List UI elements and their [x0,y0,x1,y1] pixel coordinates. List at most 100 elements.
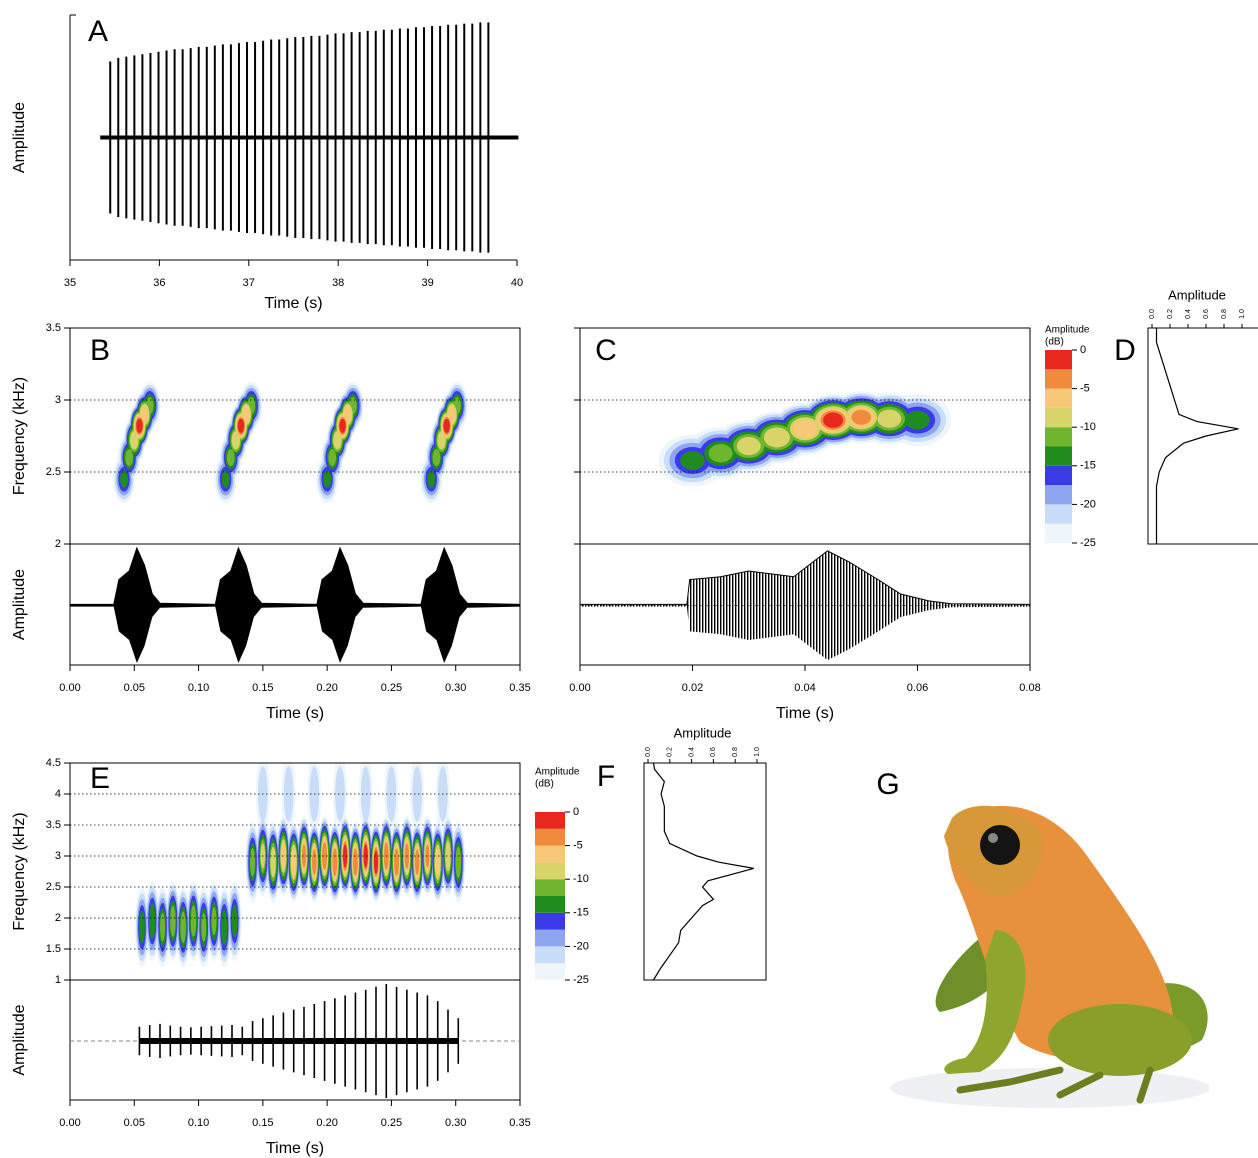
colorbar-tick-label: -25 [573,974,589,986]
panel-label: C [595,334,617,367]
spectrogram-cell [201,913,206,941]
x-tick-label: 0.35 [509,682,530,694]
x-tick-label: 0.00 [569,682,590,694]
y-tick-label: 4.5 [46,757,61,769]
x-tick-label: 0.30 [445,682,466,694]
spectrogram-cell [232,905,238,938]
amplitude-profile [653,763,753,980]
spectrogram-cell [339,419,345,433]
colorbar-tick-label: -15 [1080,460,1096,472]
colorbar-band [1045,369,1072,388]
colorbar-band [535,812,565,829]
spectrogram-cell [291,848,296,876]
x-tick-label: 0.04 [794,682,815,694]
figure: AAmplitude353637383940Time (s)22.533.5BF… [0,0,1258,1158]
y-tick-label: 1.5 [46,943,61,955]
x-tick-label: 0.2 [667,747,674,757]
y-tick-label: 3 [55,394,61,406]
colorbar-tick-label: -10 [573,873,589,885]
spectrogram-cell [412,766,422,821]
waveform-fill [70,548,520,663]
x-tick-label: 0.00 [59,682,80,694]
y-axis-label: Amplitude [11,102,28,173]
x-tick-label: 0.0 [645,747,652,757]
x-tick-label: 0.15 [252,682,273,694]
colorbar-band [1045,466,1072,485]
x-tick-label: 0.02 [682,682,703,694]
spectrogram-cell [120,471,128,488]
colorbar-tick-label: -15 [573,907,589,919]
x-tick-label: 0.30 [445,1117,466,1129]
colorbar-band [1045,408,1072,427]
x-tick-label: 0.06 [907,682,928,694]
x-axis-label: Time (s) [266,705,324,722]
spectrogram-cell [435,848,440,876]
spectrogram-cell [170,905,176,937]
y-tick-label: 3 [55,850,61,862]
x-tick-label: 40 [511,277,523,289]
spectrogram-cell [312,849,316,875]
colorbar-band [1045,350,1072,369]
colorbar-tick-label: 0 [573,806,579,818]
spectrogram-cell [149,903,155,939]
spectrogram-cell [250,848,255,876]
x-axis-label: Amplitude [674,725,732,740]
spectrogram-cell [222,471,230,488]
spectrogram-cell [851,410,871,425]
x-tick-label: 0.8 [732,747,739,757]
y-tick-label: 4 [55,788,61,800]
x-tick-label: 0.35 [509,1117,530,1129]
spectrogram-cell [433,449,441,466]
panel-label: D [1114,334,1136,367]
panel-label: B [90,334,110,367]
spectrogram-cell [443,419,449,433]
spectrogram-cell [227,449,235,466]
spectrogram-cell [323,471,331,488]
spectrogram-cell [737,437,761,455]
x-tick-label: 39 [421,277,433,289]
spectrogram-cell [709,444,733,462]
colorbar-band [1045,427,1072,446]
spectrogram-cell [270,847,275,878]
colorbar-tick-label: -25 [1080,537,1096,549]
spectrogram-cell [139,911,145,944]
spectrogram-cell [793,420,817,438]
x-tick-label: 35 [64,277,76,289]
spectrogram-cell [191,905,197,937]
spectrogram-cell [212,907,217,935]
spectrogram-cell [328,449,336,466]
colorbar-band [1045,389,1072,408]
colorbar-band [535,896,565,913]
spectrogram-cell [394,848,399,876]
waveform-fill [580,551,1030,660]
x-tick-label: 37 [243,277,255,289]
colorbar-title: (dB) [535,779,554,790]
x-tick-label: 0.25 [381,682,402,694]
spectrogram-cell [125,449,133,466]
spectrogram-cell [284,766,294,821]
colorbar-band [535,846,565,863]
x-tick-label: 0.05 [124,682,145,694]
colorbar-tick-label: -20 [573,940,589,952]
x-tick-label: 0.10 [188,1117,209,1129]
spectrogram [135,754,465,967]
colorbar-band [1045,524,1072,543]
y-tick-label: 2.5 [46,881,61,893]
y-tick-label: 3.5 [46,819,61,831]
spectrogram-cell [353,848,358,876]
y-tick-label: 1 [55,974,61,986]
spectrogram-cell [905,411,929,430]
plot-frame [1148,328,1258,544]
x-tick-label: 36 [153,277,165,289]
x-tick-label: 1.0 [754,747,761,757]
panel-label: G [876,768,899,801]
x-axis-label: Time (s) [776,705,834,722]
y-tick-label: 2.5 [46,466,61,478]
colorbar-tick-label: -20 [1080,498,1096,510]
colorbar-band [535,829,565,846]
y-tick-label: 2 [55,912,61,924]
spectrogram-cell [877,410,901,428]
spectrogram-cell [823,413,843,428]
x-axis-label: Amplitude [1168,287,1226,302]
colorbar-tick-label: -5 [573,840,583,852]
